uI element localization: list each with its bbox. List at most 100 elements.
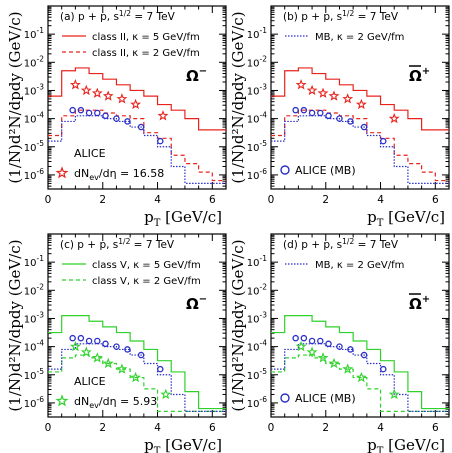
- data-legend-label-sub: ev: [89, 173, 99, 182]
- legend-label: class II, κ = 5 GeV/fm: [92, 32, 200, 43]
- y-tick-label: 10-2: [247, 282, 267, 297]
- x-tick-label: 6: [432, 194, 439, 206]
- y-axis-title: (1/N)d²N/dpdy (GeV/c): [229, 239, 247, 411]
- y-tick-exponent: -1: [37, 254, 45, 263]
- y-axis-title-part: dy (GeV/c): [229, 239, 247, 319]
- data-point-circle: [336, 343, 343, 350]
- y-tick-label: 10-2: [247, 54, 267, 69]
- data-point-star: [342, 363, 354, 374]
- panel-b: 0 2 4 610-110-210-310-410-510-6(1/N)d²N/dpd…: [229, 5, 450, 229]
- data-point-circle: [325, 112, 332, 120]
- data-point-circle: [300, 334, 308, 342]
- particle-symbol: Ω: [186, 67, 199, 85]
- x-tick-label: 4: [154, 422, 161, 434]
- y-tick-exponent: -3: [37, 310, 45, 319]
- y-tick-exponent: -6: [37, 395, 45, 404]
- panel-title-part: (c) p + p, s: [60, 239, 118, 251]
- data-point-star: [80, 346, 92, 357]
- particle-symbol: Ω: [409, 67, 422, 85]
- panel-title-part: (a) p + p, s: [60, 11, 119, 23]
- data-point-star: [91, 87, 103, 98]
- y-tick-label: 10-6: [24, 395, 44, 410]
- y-tick-label: 10-5: [24, 367, 44, 382]
- panel-title: (b) p + p, s1/2 = 7 TeV: [283, 9, 399, 23]
- panel-title: (c) p + p, s1/2 = 7 TeV: [60, 237, 175, 251]
- y-axis-title: (1/N)d²N/dpdy (GeV/c): [6, 239, 24, 411]
- y-tick-base: 10: [24, 58, 37, 69]
- plot-area: [271, 315, 449, 412]
- y-tick-exponent: -4: [37, 339, 45, 348]
- x-axis-title-part: [GeV/c]: [383, 208, 445, 226]
- y-axis-title-part: (1/N: [6, 150, 24, 184]
- y-axis-title-part: (1/N: [229, 150, 247, 184]
- data-point-circle: [124, 346, 131, 353]
- panel-title: (a) p + p, s1/2 = 7 TeV: [60, 9, 176, 23]
- x-tick-label: 6: [209, 194, 216, 206]
- y-tick-label: 10-1: [247, 26, 267, 41]
- y-tick-base: 10: [247, 343, 260, 354]
- data-point-circle: [137, 351, 145, 359]
- plot-area: [48, 315, 226, 412]
- data-point-star: [102, 357, 114, 369]
- data-point-circle: [308, 337, 316, 345]
- x-tick-label: 2: [99, 422, 106, 434]
- y-tick-base: 10: [24, 371, 37, 382]
- data-point-star: [306, 84, 318, 96]
- data-point-star: [91, 352, 103, 363]
- y-axis-title-part: )d²N/dp: [6, 91, 24, 150]
- x-axis-title-part: p: [144, 208, 154, 226]
- data-point-star: [69, 79, 81, 90]
- y-tick-label: 10-2: [24, 54, 44, 69]
- y-tick-base: 10: [247, 115, 260, 126]
- panel-title-superscript: 1/2: [119, 9, 131, 18]
- histogram-series-1: [48, 354, 226, 412]
- data-point-circle: [380, 137, 387, 145]
- plot-area: [48, 67, 226, 184]
- y-axis-title-part: dy (GeV/c): [6, 239, 24, 319]
- data-legend-label: dNev/dη = 16.58: [74, 167, 164, 182]
- plot-area: [271, 67, 449, 184]
- data-point-circle: [124, 118, 131, 125]
- y-tick-label: 10-2: [24, 282, 44, 297]
- y-tick-label: 10-3: [24, 82, 44, 97]
- particle-label: Ω+: [409, 66, 430, 85]
- data-point-circle: [317, 337, 324, 345]
- data-legend-label-part: /dη = 16.58: [99, 167, 164, 180]
- data-point-star: [80, 84, 92, 96]
- y-tick-base: 10: [24, 143, 37, 154]
- particle-symbol: Ω: [186, 295, 199, 313]
- data-point-star: [388, 112, 400, 124]
- panel-title: (d) p + p, s1/2 = 7 TeV: [283, 237, 399, 251]
- x-axis-title-part: [GeV/c]: [160, 208, 222, 226]
- data-point-circle: [102, 340, 109, 348]
- y-tick-base: 10: [24, 258, 37, 269]
- data-point-circle: [85, 109, 93, 117]
- y-tick-base: 10: [247, 58, 260, 69]
- x-axis-title-sub: T: [154, 218, 161, 229]
- panel-title-part: (d) p + p, s: [283, 239, 342, 251]
- x-axis-title: pT [GeV/c]: [144, 208, 222, 229]
- data-legend-circle: [280, 393, 290, 403]
- y-tick-label: 10-1: [247, 254, 267, 269]
- y-tick-base: 10: [24, 286, 37, 297]
- y-tick-label: 10-5: [247, 367, 267, 382]
- panel-title-part: = 7 TeV: [354, 11, 399, 23]
- data-point-circle: [308, 109, 316, 117]
- particle-symbol: Ω: [409, 295, 422, 313]
- y-tick-label: 10-4: [247, 339, 267, 354]
- data-point-circle: [300, 106, 308, 114]
- data-point-circle: [113, 115, 120, 122]
- data-legend-star: [55, 166, 69, 179]
- data-point-circle: [69, 106, 76, 114]
- x-tick-label: 0: [268, 194, 275, 206]
- y-tick-exponent: -3: [37, 82, 45, 91]
- x-tick-label: 4: [154, 194, 161, 206]
- y-tick-exponent: -4: [260, 339, 268, 348]
- data-point-circle: [360, 123, 368, 131]
- y-tick-base: 10: [247, 314, 260, 325]
- y-tick-exponent: -5: [260, 367, 268, 376]
- data-point-star: [102, 90, 114, 101]
- particle-label: Ω−: [186, 66, 207, 85]
- panel-title-superscript: 1/2: [342, 237, 354, 246]
